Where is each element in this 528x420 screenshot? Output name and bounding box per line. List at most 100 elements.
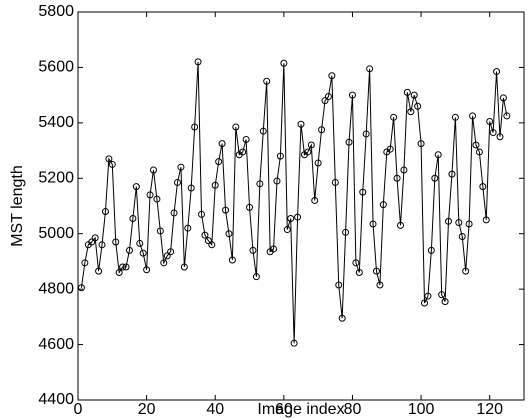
data-point [208,241,216,249]
x-tick-label: 80 [344,401,362,418]
data-point [393,174,401,182]
data-point [122,263,130,271]
data-point [125,246,133,254]
data-point [283,226,291,234]
data-point [345,138,353,146]
data-point [396,221,404,229]
data-point [366,65,374,73]
y-tick-label: 4400 [38,391,74,408]
data-point [119,263,127,271]
data-point [180,263,188,271]
data-point [410,91,418,99]
data-point [304,148,312,156]
data-point [352,259,360,267]
data-point [455,219,463,227]
data-point [342,228,350,236]
data-point [215,158,223,166]
data-point [263,77,271,85]
data-point [359,188,367,196]
data-point [499,94,507,102]
data-point [372,267,380,275]
data-point [445,217,453,225]
data-point [390,113,398,121]
data-point [91,234,99,242]
data-point [400,166,408,174]
data-point [81,259,89,267]
data-point [146,191,154,199]
data-point [222,206,230,214]
data-point [98,241,106,249]
data-point [280,59,288,67]
data-point [149,166,157,174]
data-point [129,214,137,222]
x-tick-label: 120 [476,401,503,418]
data-point [88,238,96,246]
data-point [115,269,123,277]
data-point [153,195,161,203]
data-point [335,281,343,289]
data-point [407,108,415,116]
y-tick-label: 5800 [38,3,74,20]
data-point [376,281,384,289]
y-tick-label: 5000 [38,225,74,242]
data-point [503,112,511,120]
data-point [270,245,278,253]
data-point [486,117,494,125]
data-point [386,145,394,153]
data-point [201,231,209,239]
data-point [431,174,439,182]
data-point [493,68,501,76]
data-point [434,151,442,159]
data-point [448,170,456,178]
y-tick-label: 5200 [38,170,74,187]
data-point [438,291,446,299]
data-point [139,249,147,257]
x-tick-label: 20 [138,401,156,418]
data-point [489,129,497,137]
data-point [314,159,322,167]
data-point [239,148,247,156]
data-point [101,208,109,216]
data-point [472,141,480,149]
data-point [136,239,144,247]
data-point [170,209,178,217]
data-point [441,298,449,306]
data-point [167,248,175,256]
data-point [427,246,435,254]
data-point [242,135,250,143]
data-point [256,180,264,188]
data-point [307,141,315,149]
data-point [173,178,181,186]
data-point [421,299,429,307]
data-point [321,97,329,105]
data-point [143,266,151,274]
data-point [184,224,192,232]
data-point [482,216,490,224]
data-point [252,273,260,281]
data-point [156,227,164,235]
x-tick-label: 0 [74,401,83,418]
data-point [331,178,339,186]
x-tick-label: 40 [206,401,224,418]
data-point [348,91,356,99]
data-point [424,292,432,300]
data-point [273,177,281,185]
data-point [496,133,504,141]
data-point [112,238,120,246]
data-point [211,181,219,189]
data-point [287,214,295,222]
data-point [108,160,116,168]
data-point [311,196,319,204]
data-point [414,102,422,110]
data-point [469,112,477,120]
data-point [249,246,257,254]
data-point [294,213,302,221]
data-point [194,58,202,66]
data-point [297,120,305,128]
data-point [95,267,103,275]
y-tick-label: 4800 [38,280,74,297]
data-point [403,88,411,96]
data-point [355,269,363,277]
x-tick-label: 100 [408,401,435,418]
